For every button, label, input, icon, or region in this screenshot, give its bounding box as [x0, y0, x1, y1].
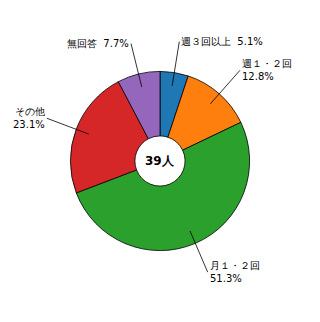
svg-text:週３回以上 5.1%: 週３回以上 5.1% [181, 36, 263, 47]
svg-text:39人: 39人 [145, 154, 175, 168]
svg-text:週１・２回12.8%: 週１・２回12.8% [242, 58, 292, 82]
svg-text:月１・２回51.3%: 月１・２回51.3% [210, 260, 260, 284]
svg-text:その他23.1%: その他23.1% [13, 106, 45, 130]
svg-text:無回答 7.7%: 無回答 7.7% [67, 38, 129, 49]
